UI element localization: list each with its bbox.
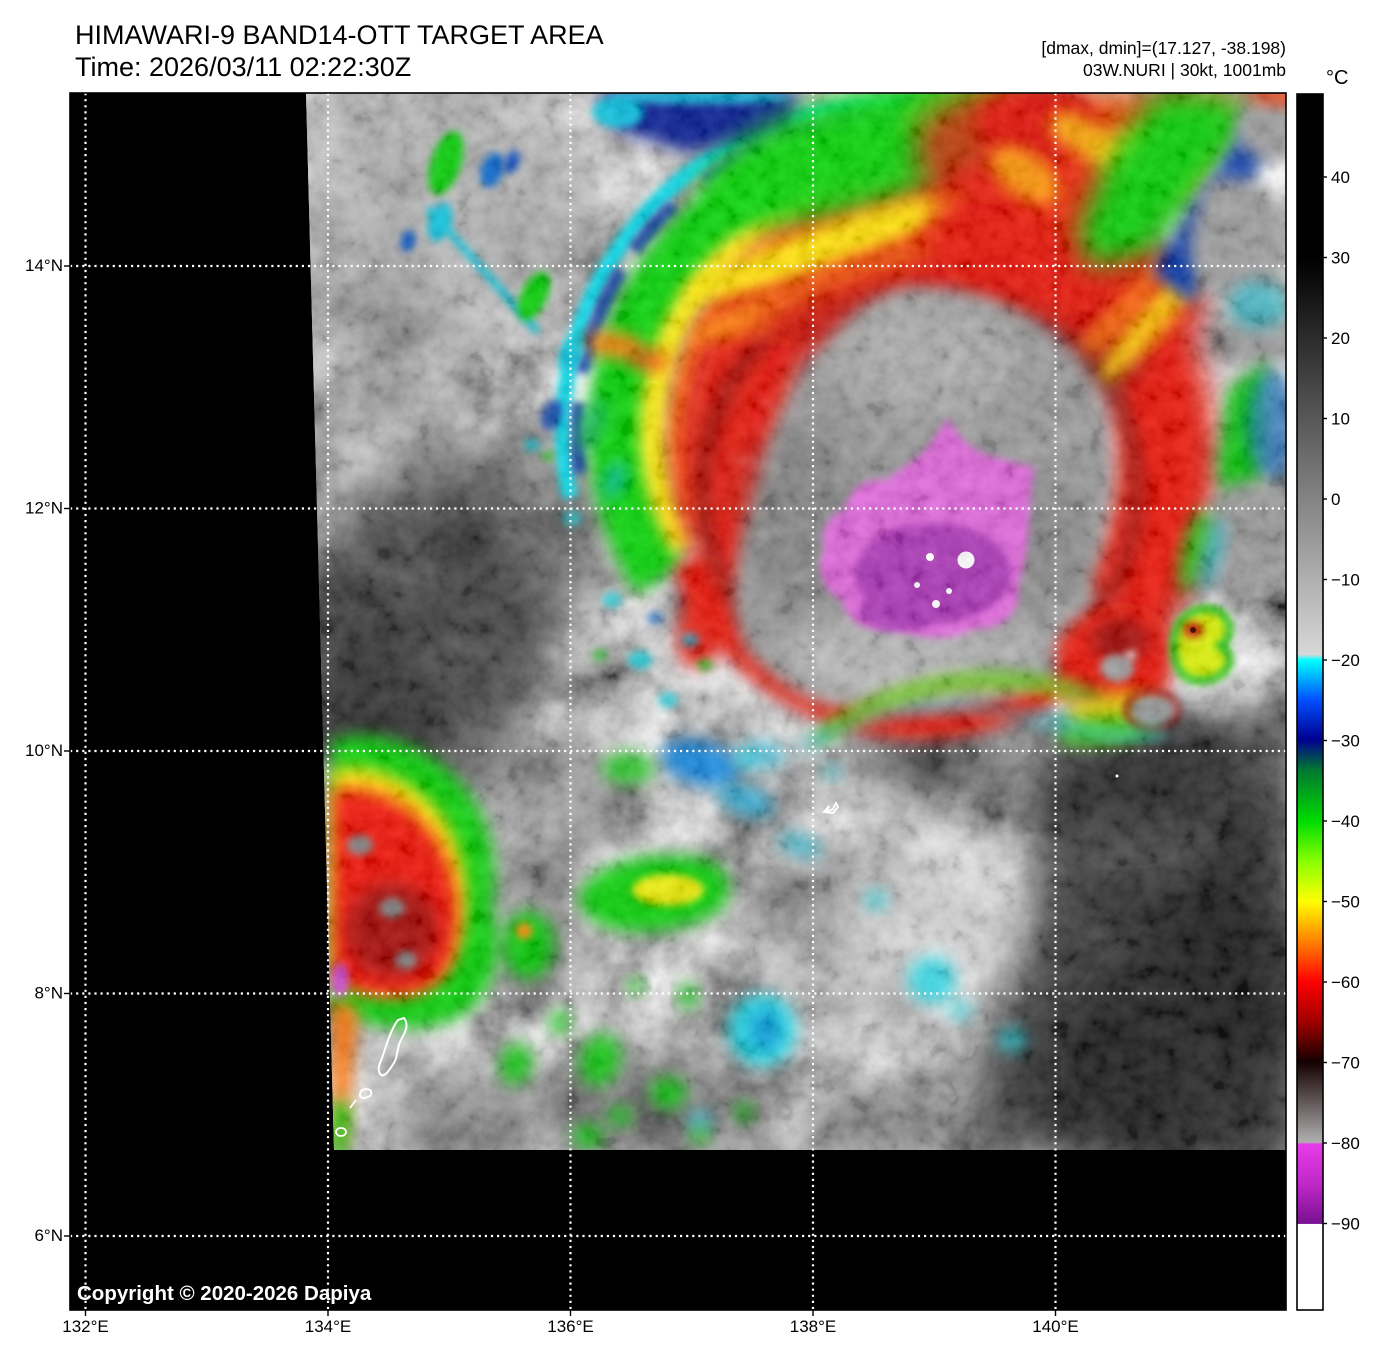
svg-text:−90: −90 xyxy=(1331,1215,1360,1234)
svg-text:Time: 2026/03/11 02:22:30Z: Time: 2026/03/11 02:22:30Z xyxy=(75,52,411,82)
svg-text:140°E: 140°E xyxy=(1032,1317,1079,1336)
svg-text:40: 40 xyxy=(1331,168,1350,187)
svg-text:20: 20 xyxy=(1331,329,1350,348)
svg-text:03W.NURI | 30kt, 1001mb: 03W.NURI | 30kt, 1001mb xyxy=(1083,60,1286,80)
svg-text:6°N: 6°N xyxy=(34,1226,63,1245)
svg-text:−70: −70 xyxy=(1331,1054,1360,1073)
svg-text:−80: −80 xyxy=(1331,1134,1360,1153)
svg-text:12°N: 12°N xyxy=(25,499,63,518)
svg-text:Copyright © 2020-2026 Dapiya: Copyright © 2020-2026 Dapiya xyxy=(77,1282,372,1305)
svg-text:HIMAWARI-9 BAND14-OTT TARGET A: HIMAWARI-9 BAND14-OTT TARGET AREA xyxy=(75,20,604,50)
svg-text:−30: −30 xyxy=(1331,732,1360,751)
svg-text:0: 0 xyxy=(1331,490,1340,509)
svg-text:14°N: 14°N xyxy=(25,256,63,275)
svg-text:134°E: 134°E xyxy=(305,1317,352,1336)
svg-text:30: 30 xyxy=(1331,249,1350,268)
svg-text:−10: −10 xyxy=(1331,571,1360,590)
svg-text:−40: −40 xyxy=(1331,812,1360,831)
svg-text:10: 10 xyxy=(1331,410,1350,429)
svg-text:136°E: 136°E xyxy=(547,1317,594,1336)
svg-text:[dmax, dmin]=(17.127, -38.198): [dmax, dmin]=(17.127, -38.198) xyxy=(1041,38,1286,58)
svg-text:−20: −20 xyxy=(1331,651,1360,670)
svg-text:10°N: 10°N xyxy=(25,741,63,760)
svg-text:−50: −50 xyxy=(1331,893,1360,912)
svg-text:°C: °C xyxy=(1326,67,1348,89)
svg-text:132°E: 132°E xyxy=(62,1317,109,1336)
svg-text:138°E: 138°E xyxy=(790,1317,837,1336)
svg-text:−60: −60 xyxy=(1331,973,1360,992)
svg-text:8°N: 8°N xyxy=(34,984,63,1003)
